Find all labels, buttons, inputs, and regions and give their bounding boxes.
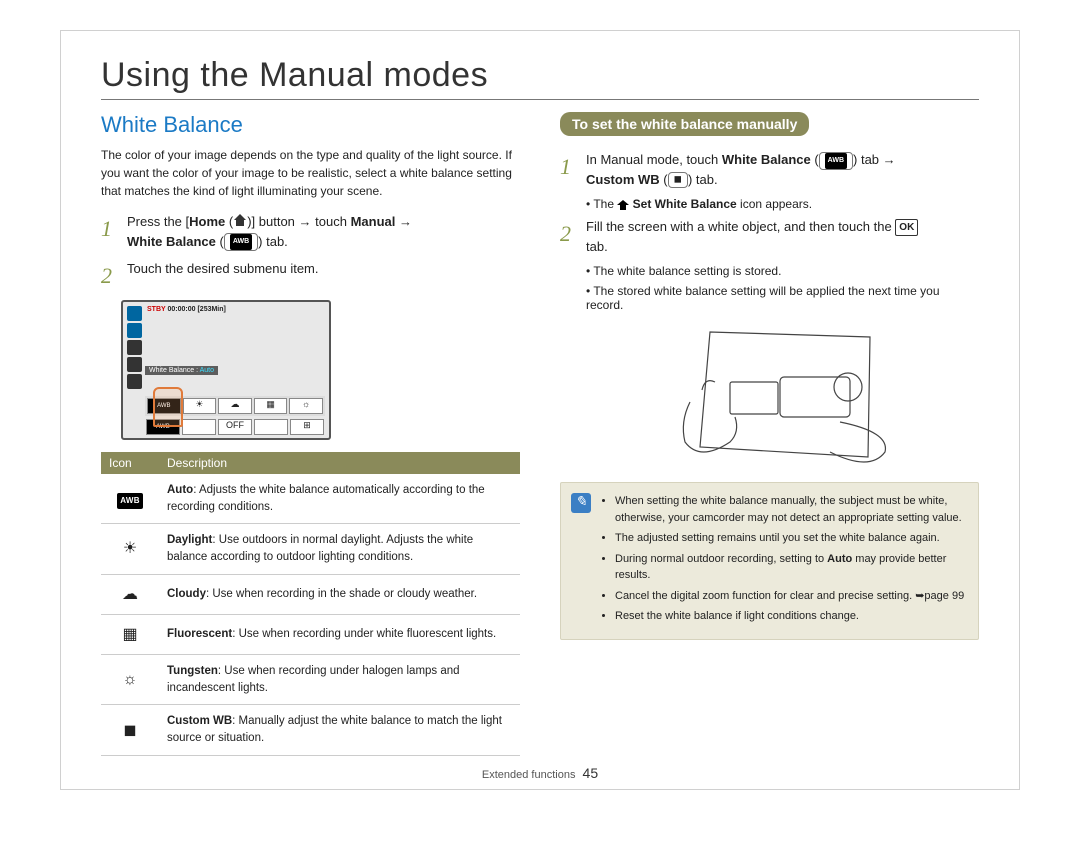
set-wb-icon: [617, 200, 629, 210]
home-icon: [233, 214, 247, 226]
right-steps: 1 In Manual mode, touch White Balance (A…: [560, 150, 979, 189]
step-2: 2 Touch the desired submenu item.: [101, 259, 520, 292]
table-row: ☀Daylight: Use outdoors in normal daylig…: [101, 524, 520, 574]
white-balance-table: Icon Description AWB Auto: Adjusts the wh…: [101, 452, 520, 756]
title-rule: [101, 99, 979, 100]
right-steps-2: 2 Fill the screen with a white object, a…: [560, 217, 979, 256]
left-column: White Balance The color of your image de…: [101, 112, 520, 756]
tip-item: The adjusted setting remains until you s…: [615, 530, 966, 547]
page-title: Using the Manual modes: [101, 56, 979, 95]
lcd-left-icons: [127, 306, 142, 389]
touch-finger-icon: [153, 387, 183, 427]
lcd-status-bar: STBY 00:00:00 [253Min]: [147, 306, 226, 313]
ok-icon: OK: [895, 219, 918, 236]
table-icon-cell: ☀: [101, 524, 159, 574]
tip-item: Reset the white balance if light conditi…: [615, 608, 966, 625]
right-step-1: 1 In Manual mode, touch White Balance (A…: [560, 150, 979, 189]
custom-wb-icon: ◼: [668, 172, 688, 188]
footer-section-name: Extended functions: [482, 769, 576, 781]
table-icon-cell: ☼: [101, 655, 159, 705]
step-number-2: 2: [101, 259, 119, 292]
table-header-icon: Icon: [101, 452, 159, 474]
tip-item: Cancel the digital zoom function for cle…: [615, 588, 966, 605]
step-1-text: Press the [Home ()] button → touch Manua…: [127, 212, 520, 251]
page-frame: Using the Manual modes White Balance The…: [60, 30, 1020, 790]
page-footer: Extended functions 45: [61, 765, 1019, 781]
step-2-text: Touch the desired submenu item.: [127, 259, 520, 292]
subsection-banner: To set the white balance manually: [560, 112, 809, 136]
left-steps: 1 Press the [Home ()] button → touch Man…: [101, 212, 520, 292]
table-row: AWB Auto: Adjusts the white balance autom…: [101, 474, 520, 524]
table-icon-cell: ◼: [101, 705, 159, 755]
table-icon-cell: ☁: [101, 574, 159, 614]
table-desc-cell: Custom WB: Manually adjust the white bal…: [159, 705, 520, 755]
table-row: ☼Tungsten: Use when recording under halo…: [101, 655, 520, 705]
table-icon-cell: ▦: [101, 614, 159, 654]
right-step1-note: The Set White Balance icon appears.: [586, 197, 979, 211]
camcorder-illustration: [630, 322, 910, 472]
note-icon: ✎: [571, 493, 591, 513]
page-number: 45: [583, 765, 599, 781]
awb-icon: AWB: [825, 153, 847, 169]
tip-list: When setting the white balance manually,…: [601, 493, 966, 625]
right-column: To set the white balance manually 1 In M…: [560, 112, 979, 756]
right-step-number-2: 2: [560, 217, 578, 256]
right-step-number-1: 1: [560, 150, 578, 189]
camera-lcd-screenshot: STBY 00:00:00 [253Min] White Balance : A…: [121, 300, 331, 440]
table-body: AWB Auto: Adjusts the white balance autom…: [101, 474, 520, 755]
table-header-description: Description: [159, 452, 520, 474]
table-desc-cell: Cloudy: Use when recording in the shade …: [159, 574, 520, 614]
table-desc-cell: Daylight: Use outdoors in normal dayligh…: [159, 524, 520, 574]
intro-paragraph: The color of your image depends on the t…: [101, 146, 520, 200]
table-desc-cell: Tungsten: Use when recording under halog…: [159, 655, 520, 705]
step-1: 1 Press the [Home ()] button → touch Man…: [101, 212, 520, 251]
right-step2-note1: The white balance setting is stored.: [586, 264, 979, 278]
right-step2-note2: The stored white balance setting will be…: [586, 284, 979, 312]
table-desc-cell: Fluorescent: Use when recording under wh…: [159, 614, 520, 654]
lcd-wb-label: White Balance : Auto: [145, 366, 218, 375]
awb-icon: AWB: [230, 234, 252, 250]
awb-icon: AWB: [117, 493, 143, 509]
table-icon-cell: AWB: [101, 474, 159, 524]
right-step-2: 2 Fill the screen with a white object, a…: [560, 217, 979, 256]
table-row: ◼Custom WB: Manually adjust the white ba…: [101, 705, 520, 755]
section-heading-white-balance: White Balance: [101, 112, 520, 138]
tip-item: During normal outdoor recording, setting…: [615, 551, 966, 584]
two-columns: White Balance The color of your image de…: [101, 112, 979, 756]
table-row: ☁Cloudy: Use when recording in the shade…: [101, 574, 520, 614]
tip-item: When setting the white balance manually,…: [615, 493, 966, 526]
table-desc-cell: Auto: Adjusts the white balance automati…: [159, 474, 520, 524]
step-number-1: 1: [101, 212, 119, 251]
tip-box: ✎ When setting the white balance manuall…: [560, 482, 979, 640]
table-row: ▦Fluorescent: Use when recording under w…: [101, 614, 520, 654]
